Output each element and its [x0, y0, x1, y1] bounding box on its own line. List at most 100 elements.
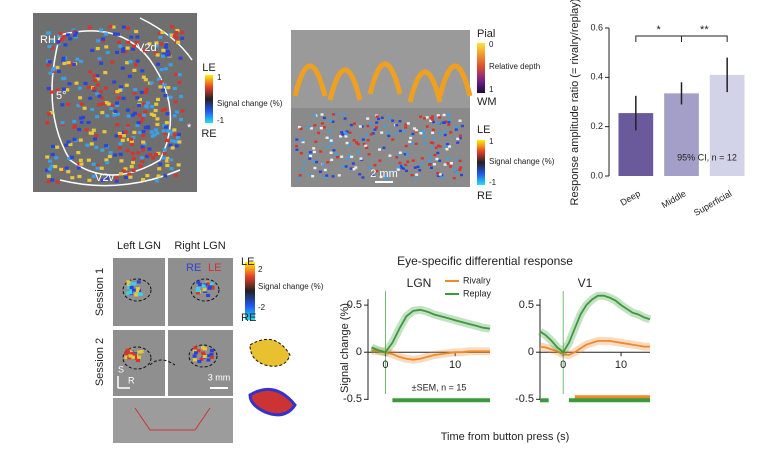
- activation-voxel: [142, 49, 147, 53]
- activation-voxel: [395, 156, 399, 159]
- activation-voxel: [383, 175, 387, 178]
- activation-voxel: [348, 154, 352, 158]
- activation-voxel: [341, 133, 345, 136]
- activation-voxel: [144, 87, 149, 91]
- activation-voxel: [129, 285, 134, 290]
- x-axis-title: Time from button press (s): [441, 431, 570, 443]
- activation-voxel: [137, 355, 142, 359]
- colorbar-tick: 1: [217, 73, 222, 82]
- activation-voxel: [159, 80, 164, 84]
- activation-voxel: [326, 161, 330, 164]
- activation-voxel: [92, 87, 97, 91]
- y-tick-label: 0: [528, 346, 534, 358]
- activation-voxel: [202, 288, 207, 292]
- activation-voxel: [177, 80, 182, 85]
- activation-voxel: [49, 164, 54, 168]
- activation-voxel: [128, 354, 133, 358]
- activation-voxel: [387, 117, 391, 120]
- activation-voxel: [156, 174, 161, 178]
- activation-voxel: [126, 280, 131, 284]
- activation-voxel: [77, 162, 82, 166]
- activation-voxel: [209, 355, 214, 359]
- activation-voxel: [410, 173, 414, 177]
- orientation-axes: [117, 376, 130, 389]
- activation-voxel: [147, 153, 152, 157]
- activation-voxel: [115, 123, 120, 127]
- activation-voxel: [354, 166, 358, 169]
- activation-voxel: [377, 148, 381, 151]
- activation-voxel: [153, 128, 158, 132]
- activation-voxel: [103, 32, 108, 36]
- activation-voxel: [123, 175, 128, 180]
- activation-voxel: [137, 288, 142, 293]
- y-tick-label: 0.2: [590, 121, 603, 131]
- activation-voxel: [172, 86, 177, 91]
- activation-voxel: [129, 165, 134, 169]
- activation-voxel: [388, 154, 392, 157]
- label: RE: [186, 262, 201, 274]
- activation-voxel: [412, 127, 416, 130]
- activation-voxel: [73, 35, 78, 39]
- activation-voxel: [307, 126, 311, 129]
- activation-voxel: [49, 90, 54, 94]
- activation-voxel: [411, 159, 415, 162]
- activation-voxel: [91, 174, 96, 178]
- x-tick-label: 0: [560, 359, 566, 371]
- activation-voxel: [360, 125, 364, 128]
- activation-voxel: [99, 28, 104, 32]
- activation-voxel: [90, 107, 95, 112]
- activation-voxel: [46, 179, 51, 184]
- activation-voxel: [60, 103, 65, 107]
- activation-voxel: [61, 59, 66, 63]
- activation-voxel: [166, 53, 171, 57]
- x-tick-label: Deep: [618, 188, 642, 207]
- activation-voxel: [143, 90, 148, 95]
- activation-voxel: [135, 59, 140, 63]
- activation-voxel: [79, 162, 84, 166]
- activation-voxel: [379, 175, 383, 179]
- activation-voxel: [375, 169, 379, 173]
- activation-voxel: [86, 85, 91, 90]
- inset-lines: [134, 407, 211, 431]
- significance-bracket: [635, 35, 682, 42]
- activation-voxel: [47, 167, 52, 171]
- activation-voxel: [201, 351, 206, 355]
- annotation: 95% CI, n = 12: [677, 152, 737, 162]
- activation-voxel: [159, 67, 164, 72]
- activation-voxel: [435, 157, 439, 161]
- activation-voxel: [176, 132, 181, 137]
- activation-voxel: [425, 116, 429, 119]
- activation-voxel: [343, 117, 347, 120]
- activation-voxel: [193, 346, 198, 350]
- activation-voxel: [142, 102, 147, 106]
- activation-voxel: [48, 71, 53, 75]
- activation-voxel: [296, 177, 300, 181]
- activation-voxel: [137, 292, 142, 296]
- activation-voxel: [105, 161, 110, 165]
- activation-voxel: [95, 166, 100, 170]
- activation-voxel: [154, 44, 159, 48]
- activation-voxel: [98, 89, 103, 94]
- activation-voxel: [176, 40, 181, 44]
- activation-voxel: [155, 53, 160, 57]
- activation-voxel: [410, 142, 414, 145]
- activation-voxel: [129, 287, 134, 291]
- activation-voxel: [428, 163, 432, 166]
- y-tick-label: -0.5: [343, 393, 362, 405]
- activation-voxel: [351, 162, 355, 165]
- lgn-schematic: [249, 338, 291, 367]
- activation-voxel: [128, 281, 133, 286]
- activation-voxel: [128, 60, 133, 64]
- activation-voxel: [429, 141, 433, 144]
- activation-voxel: [68, 142, 73, 147]
- activation-voxel: [206, 293, 211, 298]
- activation-voxel: [325, 136, 329, 139]
- activation-voxel: [77, 174, 82, 179]
- activation-voxel: [358, 125, 362, 128]
- label: RH: [40, 34, 56, 46]
- activation-voxel: [425, 125, 429, 128]
- activation-voxel: [156, 151, 161, 156]
- activation-voxel: [176, 163, 181, 167]
- activation-voxel: [404, 144, 408, 148]
- activation-voxel: [139, 156, 144, 160]
